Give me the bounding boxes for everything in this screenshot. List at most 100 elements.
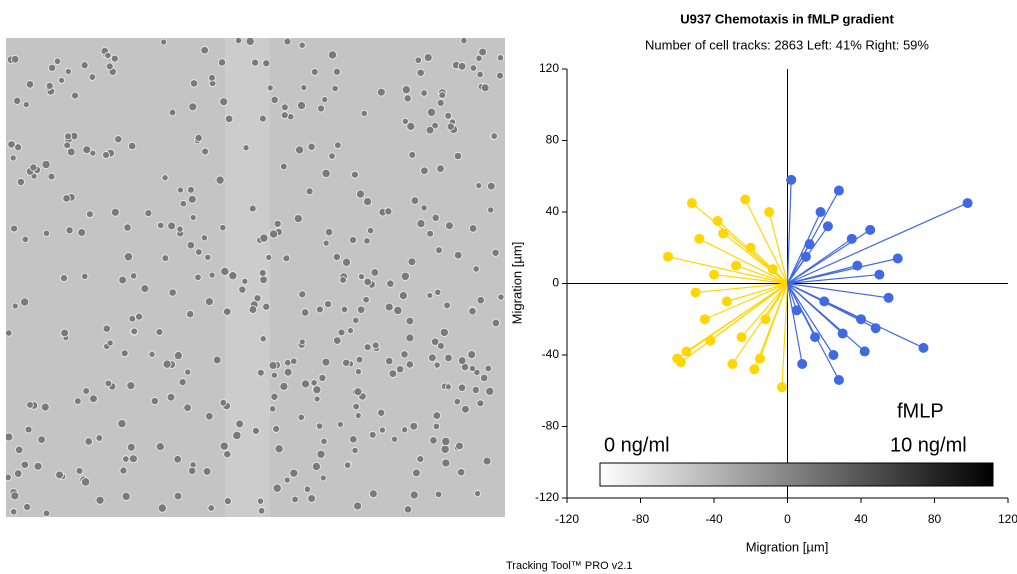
cell (269, 229, 279, 239)
cell (455, 441, 464, 451)
cell (259, 275, 268, 285)
x-tick-label: -40 (705, 512, 723, 526)
y-tick-label: 40 (546, 204, 560, 218)
cell-track (686, 283, 788, 352)
cell (405, 360, 414, 369)
cell (259, 233, 269, 243)
cell (270, 371, 278, 379)
cell (290, 357, 298, 365)
x-tick-label: -120 (555, 512, 579, 526)
cell-track (753, 283, 789, 370)
cell (428, 353, 437, 363)
cell (457, 356, 467, 365)
cell (135, 312, 143, 321)
cell (284, 358, 292, 367)
track-endpoint (786, 174, 797, 185)
cell (443, 301, 451, 310)
track-endpoint (892, 253, 903, 264)
cell (312, 385, 322, 395)
cell (10, 224, 18, 233)
y-tick-label: 0 (552, 276, 559, 290)
cell (332, 253, 341, 262)
cell (412, 468, 421, 478)
cell (436, 164, 445, 173)
cell (385, 356, 394, 366)
cell (248, 305, 258, 314)
cell (173, 455, 182, 464)
cell (251, 58, 260, 67)
cell (279, 162, 288, 171)
cell (161, 174, 169, 182)
cell (45, 81, 54, 90)
x-axis-label: Migration [µm] (746, 539, 829, 554)
cell-track (735, 265, 788, 285)
cell (467, 350, 477, 359)
cell (82, 145, 92, 155)
cell (420, 89, 428, 97)
cell (349, 435, 358, 444)
cell (161, 254, 170, 262)
track-endpoint (870, 323, 881, 334)
cell (148, 350, 156, 358)
y-axis-label: Migration [µm] (509, 242, 524, 325)
cell (363, 237, 371, 245)
cell (281, 103, 289, 112)
cell (15, 445, 24, 455)
cell (258, 269, 267, 277)
cell (167, 221, 177, 231)
cell (176, 225, 184, 233)
cell (433, 361, 441, 369)
cell (102, 324, 111, 333)
cell (353, 501, 363, 511)
cell (414, 56, 422, 64)
cell (122, 455, 130, 463)
cell (273, 219, 282, 228)
cell (328, 152, 336, 160)
cell (204, 297, 214, 307)
cell (16, 177, 25, 186)
track-endpoint (804, 239, 815, 250)
cell (256, 368, 265, 377)
cell (486, 181, 496, 191)
cell (298, 338, 306, 346)
cell (110, 54, 119, 63)
cell (117, 419, 127, 429)
track-endpoint (833, 375, 844, 386)
cell (300, 308, 310, 317)
cell (343, 461, 352, 469)
cell (476, 296, 485, 305)
cell (342, 257, 352, 267)
cell (160, 38, 168, 46)
cell (257, 507, 266, 515)
gradient-label: fMLP (897, 400, 944, 422)
cell (129, 272, 138, 280)
track-endpoint (705, 335, 716, 346)
cell (403, 505, 413, 514)
cell (363, 343, 372, 352)
cell (64, 132, 73, 141)
cell (242, 144, 250, 152)
cell (472, 265, 480, 273)
cell-track (786, 243, 811, 284)
cell (320, 437, 328, 445)
cell (41, 159, 51, 169)
cell-track (704, 282, 788, 320)
cell (363, 277, 372, 287)
cell (195, 248, 203, 256)
x-tick-label: -80 (632, 512, 650, 526)
cell-track (713, 273, 788, 285)
cell (189, 79, 199, 88)
cell (272, 483, 282, 493)
cell (283, 367, 293, 377)
cell (439, 327, 449, 337)
cell (10, 491, 20, 501)
track-endpoint (828, 350, 839, 360)
cell (378, 426, 386, 434)
track-endpoint (672, 353, 683, 364)
cell (53, 57, 62, 65)
cell (321, 168, 331, 178)
cell (110, 207, 120, 217)
cell (207, 504, 215, 512)
cell (118, 275, 127, 285)
cell (289, 468, 299, 478)
